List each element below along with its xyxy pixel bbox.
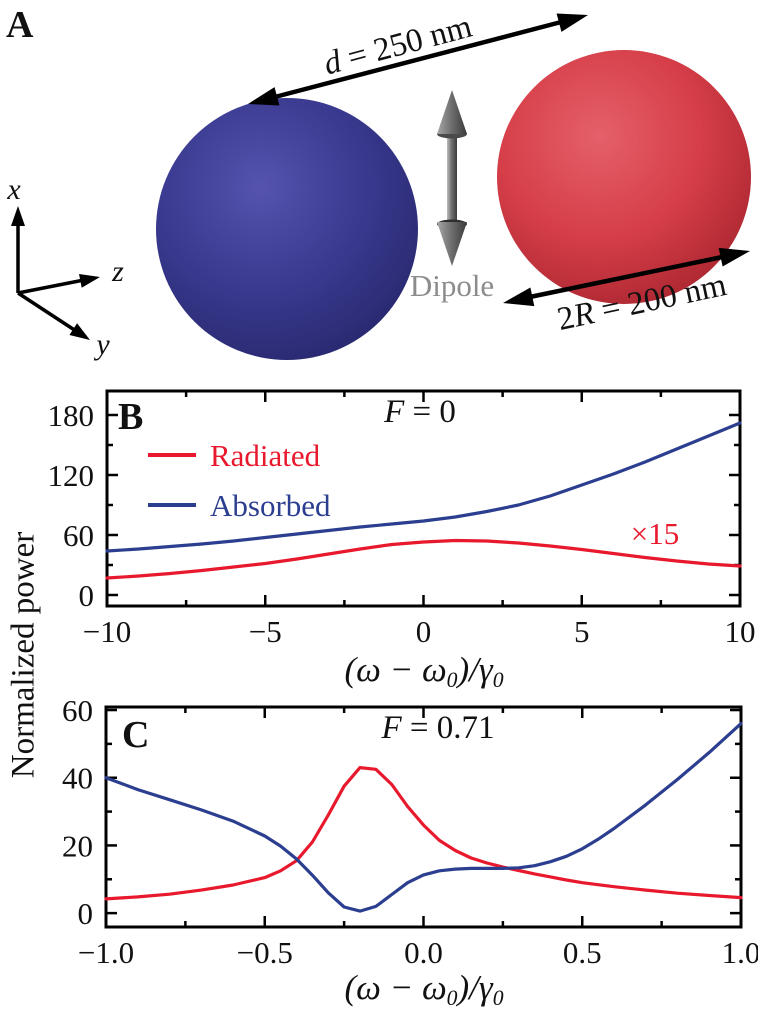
svg-text:10: 10: [725, 614, 756, 649]
panel-b-title-var: F: [384, 394, 405, 430]
panel-c-title-var: F: [381, 710, 402, 746]
panel-c-letter: C: [122, 714, 150, 756]
svg-text:0.0: 0.0: [404, 935, 443, 970]
svg-text:0: 0: [79, 578, 95, 613]
multiplier-annotation: ×15: [630, 516, 680, 551]
dipole-label: Dipole: [409, 268, 495, 303]
panel-c-title-rest: = 0.71: [401, 710, 495, 746]
panel-a-letter: A: [6, 4, 34, 46]
xlabel-c-part2: )/γ: [457, 968, 493, 1007]
svg-text:1.0: 1.0: [722, 935, 758, 970]
absorbed-legend-label: Absorbed: [210, 487, 331, 523]
xlabel-b-part2: )/γ: [457, 650, 493, 689]
axis-x-label: x: [7, 173, 21, 206]
svg-text:0: 0: [78, 896, 94, 931]
xlabel-b-part: (ω − ω: [344, 650, 447, 689]
svg-text:40: 40: [62, 761, 93, 796]
panel-c-x-axis-label: (ω − ω0)/γ0: [344, 968, 503, 1009]
svg-text:−0.5: −0.5: [237, 935, 293, 970]
panel-b-letter: B: [118, 396, 144, 438]
coordinate-axes: [11, 206, 100, 340]
panel-c-title: F = 0.71: [381, 710, 494, 747]
panel-b-plot: −10 −5 0 5 10 0 60 120 180: [48, 389, 756, 649]
svg-text:0.5: 0.5: [563, 935, 602, 970]
panel-b-title-rest: = 0: [404, 394, 456, 430]
xlabel-c-part: (ω − ω: [344, 968, 447, 1007]
dipole-arrow: [437, 90, 467, 266]
xlabel-b-sub2: 0: [492, 668, 504, 693]
legend-item-radiated: Radiated: [148, 437, 331, 473]
axis-y-label: y: [96, 328, 110, 361]
svg-text:20: 20: [62, 828, 93, 863]
svg-text:60: 60: [63, 518, 94, 553]
radiated-line-swatch: [148, 453, 196, 457]
svg-text:120: 120: [48, 458, 95, 493]
svg-text:−10: −10: [83, 614, 131, 649]
distance-arrow: [248, 13, 588, 106]
svg-text:−1.0: −1.0: [78, 935, 134, 970]
panel-b-x-axis-label: (ω − ω0)/γ0: [344, 650, 503, 693]
absorbed-line-swatch: [148, 503, 196, 507]
panel-b-title: F = 0: [384, 394, 456, 431]
panel-c-plot: −1.0 −0.5 0.0 0.5 1.0 0 20 40 60: [62, 693, 758, 970]
y-axis-label: Normalized power: [5, 531, 42, 779]
svg-text:−5: −5: [249, 614, 282, 649]
schematic-graphics: [11, 13, 750, 340]
xlabel-b-sub: 0: [446, 668, 458, 693]
radiated-legend-label: Radiated: [210, 437, 321, 473]
svg-text:180: 180: [48, 398, 95, 433]
svg-text:0: 0: [416, 614, 432, 649]
blue-nanoparticle-sphere: [156, 98, 418, 360]
svg-text:60: 60: [62, 693, 93, 728]
diameter-arrow: [503, 247, 750, 307]
xlabel-c-sub2: 0: [492, 986, 504, 1009]
svg-text:5: 5: [574, 614, 590, 649]
legend-item-absorbed: Absorbed: [148, 487, 331, 523]
legend: Radiated Absorbed: [148, 437, 331, 523]
xlabel-c-sub: 0: [446, 986, 458, 1009]
axis-z-label: z: [112, 255, 124, 288]
